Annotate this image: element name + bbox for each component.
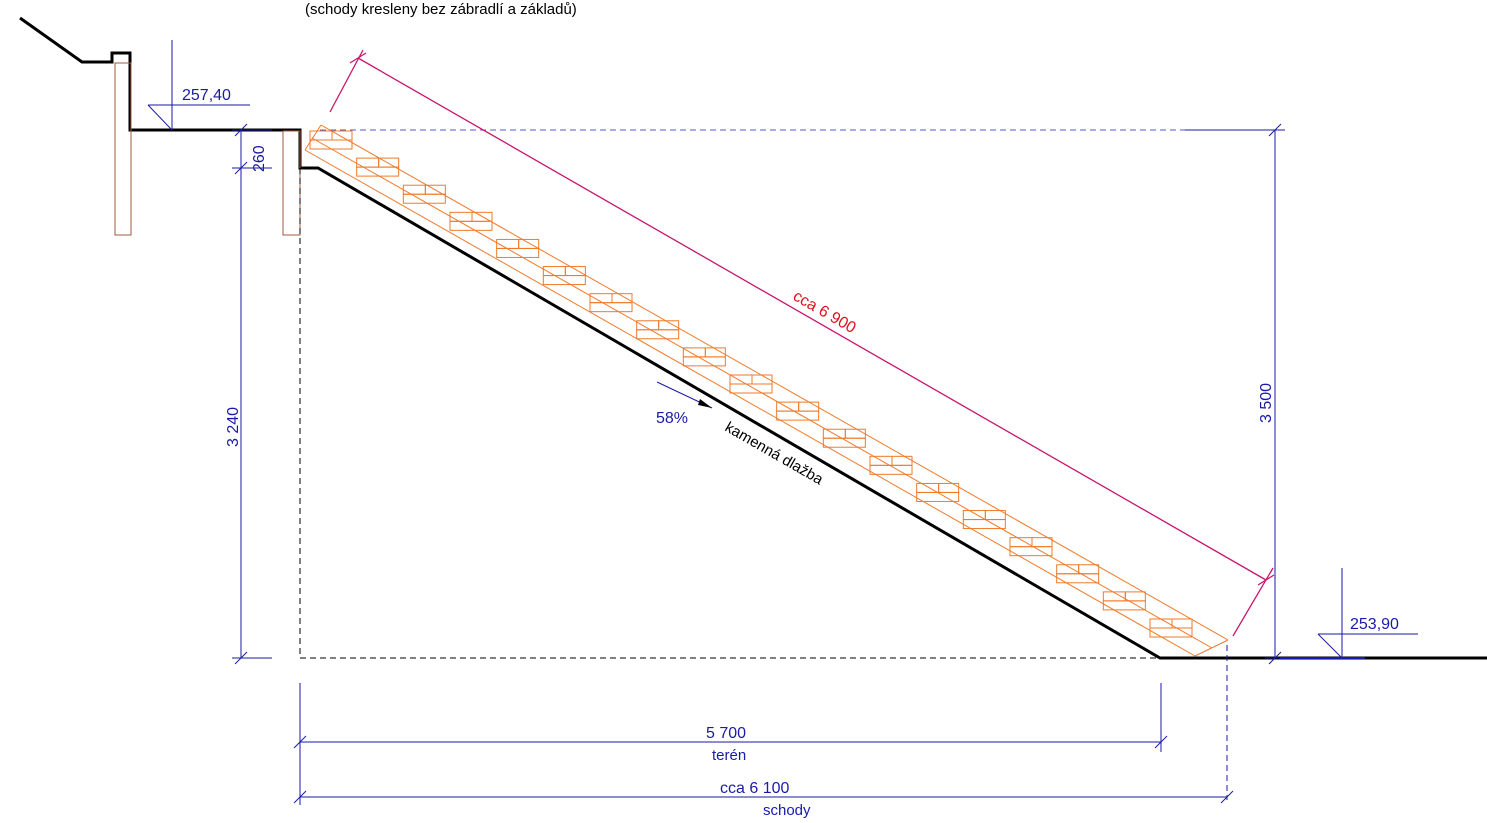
stair-step-block [1009,546,1053,557]
stair-steps [309,130,1193,638]
stair-step [1009,537,1053,557]
stair-step [356,157,400,177]
stair-step-block [564,266,586,277]
stair-step-block [1102,600,1146,611]
terrain-tick-left [293,735,307,749]
stair-step [309,130,353,150]
stair-step-block [611,293,633,304]
stair-step [1056,564,1100,584]
stair-step-block [916,491,960,502]
stair-step [1149,618,1193,638]
stair-step [822,428,866,448]
terrain-outline [19,16,1487,660]
right-height-label: 3 500 [1258,383,1275,423]
stair-band [304,124,1229,657]
stair-step [496,238,540,258]
stair-step [1102,591,1146,611]
stair-step-block [1078,564,1100,575]
left-height-tick-bottom [234,651,248,665]
right-wall-post [282,130,301,236]
stair-band-upper [320,124,1229,641]
stair-step-block [449,211,473,222]
stair-step-block [869,464,913,475]
bottom-level-label: 253,90 [1350,616,1399,633]
stair-step-block [402,193,446,204]
stair-step [869,455,913,475]
stair-step-block [962,519,1006,530]
stair-step-block [798,401,820,412]
terrain-caption: terén [712,747,746,764]
top-level-label: 257,40 [182,87,231,104]
stair-step [589,293,633,313]
stair-band-start [304,124,322,151]
blue-dimensions [147,40,1418,805]
stair-step-block [449,220,493,231]
diagonal-extension-end [1232,567,1274,637]
stair-step [776,401,820,421]
slope-arrow-head [698,399,712,408]
diagonal-dimension-line [357,57,1267,581]
right-height-tick-top [1268,123,1282,137]
stair-step-block [822,437,866,448]
terrain-tick-right [1154,735,1168,749]
stair-step-block [844,428,866,439]
stair-step [402,184,446,204]
stair-band-end [1194,639,1229,657]
diagonal-extension-start [329,49,364,113]
stair-step-block [331,130,353,141]
stairs-tick-left [293,790,307,804]
stair-step-block [356,166,400,177]
stair-step-block [729,383,773,394]
stair-step-block [636,329,680,340]
upper-terrain-line [19,16,1487,660]
stair-step-block [682,347,706,358]
stair-step-block [402,184,426,195]
stair-step-block [356,157,380,168]
step-height-tick-top [234,123,248,137]
stair-step [916,482,960,502]
stair-step [729,374,773,394]
stair-step-block [1124,591,1146,602]
stair-step [542,266,586,286]
stairs-length-label: cca 6 100 [720,780,789,797]
stair-step-block [1102,591,1126,602]
stair-step [449,211,493,231]
stair-step-block [1149,627,1193,638]
stair-step-block [542,275,586,286]
stair-step-block [891,455,913,466]
stair-step-block [1031,537,1053,548]
bottom-level-triangle-left [1317,633,1343,659]
diagonal-dimension [329,49,1275,637]
stairs-tick-right [1220,790,1234,804]
stair-step-block [1009,537,1033,548]
terrain-length-label: 5 700 [706,725,746,742]
drawing-note: (schody kresleny bez zábradlí a základů) [305,1,577,18]
diagonal-tick-start [349,52,367,64]
top-level-triangle-left [147,104,173,131]
stair-step [636,320,680,340]
stair-band-lower [304,149,1196,657]
stair-step [962,510,1006,530]
stair-step [682,347,726,367]
stair-step-block [1056,573,1100,584]
stair-step-block [309,139,353,150]
stair-step-block [589,302,633,313]
step-height-label: 260 [251,145,268,172]
diagonal-tick-end [1257,574,1275,586]
stairs-caption: schody [763,802,811,819]
stair-step-block [496,247,540,258]
left-wall-post [114,62,132,236]
right-height-tick-bottom [1268,651,1282,665]
slope-percent-label: 58% [656,410,688,427]
construction-lines [299,129,1275,800]
stair-step-block [682,356,726,367]
stair-step-block [776,410,820,421]
left-height-label: 3 240 [225,407,242,447]
